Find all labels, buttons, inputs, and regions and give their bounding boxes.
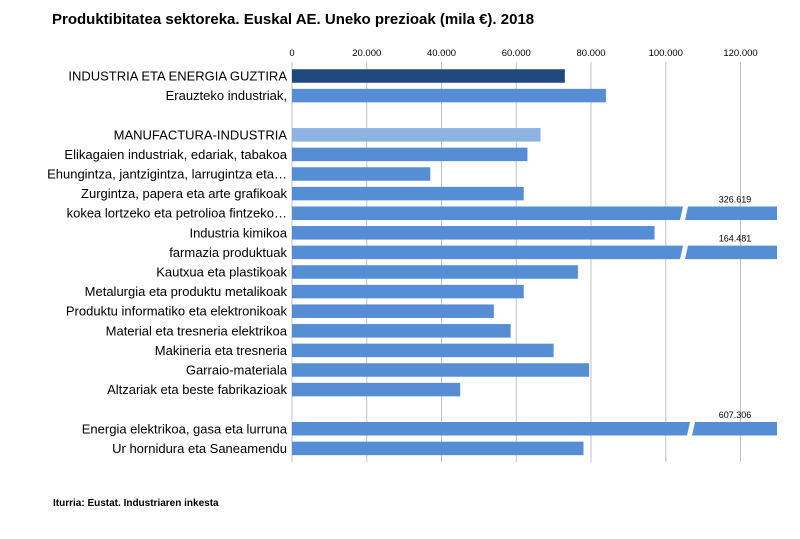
category-label: Kautxua eta plastikoak — [156, 265, 287, 280]
category-label: Ur hornidura eta Saneamendu — [112, 441, 287, 456]
x-tick-label: 80.000 — [576, 48, 605, 59]
bar-overflow — [692, 422, 777, 436]
bar — [292, 147, 528, 162]
bar — [292, 88, 606, 103]
bar — [292, 226, 655, 240]
category-label: Elikagaien industriak, edariak, tabakoa — [64, 147, 287, 162]
bar — [292, 441, 584, 456]
x-axis-ticks: 0 20.000 40.000 60.000 80.000 100.000 120.000 — [289, 48, 757, 59]
bar — [292, 167, 431, 181]
data-label: 326.619 — [719, 194, 752, 204]
bar — [292, 186, 524, 201]
bar — [292, 363, 590, 377]
data-labels: 326.619 164.481 607.306 — [719, 194, 752, 420]
category-label: MANUFACTURA-INDUSTRIA — [114, 127, 288, 142]
category-label: Industria kimikoa — [189, 225, 287, 240]
bar — [292, 265, 578, 279]
x-tick-label: 120.000 — [723, 48, 757, 59]
gridlines — [291, 62, 741, 462]
x-tick-label: 0 — [289, 48, 294, 59]
category-label: Erauzteko industriak, — [166, 88, 287, 103]
bar — [292, 382, 461, 397]
category-label: Garraio-materiala — [186, 363, 288, 378]
category-label: Makineria eta tresneria — [155, 343, 288, 358]
chart-title: Produktibitatea sektoreka. Euskal AE. Un… — [52, 11, 535, 28]
category-label: Produktu informatiko eta elektronikoak — [66, 304, 288, 319]
bar — [292, 128, 541, 142]
bar — [292, 343, 554, 358]
category-label: Ehungintza, jantzigintza, larrugintza et… — [47, 167, 287, 182]
category-label: INDUSTRIA ETA ENERGIA GUZTIRA — [68, 69, 287, 84]
category-label: Metalurgia eta produktu metalikoak — [85, 284, 288, 299]
bar — [292, 422, 690, 436]
x-tick-label: 20.000 — [352, 48, 381, 59]
bar — [292, 304, 494, 318]
bar — [292, 245, 683, 260]
category-label: farmazia produktuak — [169, 245, 287, 260]
bar — [292, 69, 565, 83]
source-note: Iturria: Eustat. Industriaren inkesta — [53, 498, 219, 509]
bar-overflow — [685, 206, 777, 220]
category-labels: INDUSTRIA ETA ENERGIA GUZTIRA Erauzteko i… — [47, 69, 288, 456]
x-tick-label: 40.000 — [427, 48, 456, 59]
data-label: 607.306 — [719, 410, 752, 420]
category-label: Material eta tresneria elektrikoa — [106, 323, 288, 338]
bar — [292, 324, 511, 338]
category-label: kokea lortzeko eta petrolioa fintzeko… — [67, 206, 287, 221]
data-label: 164.481 — [719, 234, 752, 244]
category-label: Zurgintza, papera eta arte grafikoak — [81, 186, 287, 201]
bars — [292, 69, 777, 456]
bar — [292, 284, 524, 299]
x-tick-label: 60.000 — [502, 48, 531, 59]
bar-overflow — [685, 245, 777, 260]
category-label: Energia elektrikoa, gasa eta lurruna — [82, 421, 288, 436]
bar — [292, 206, 683, 220]
x-tick-label: 100.000 — [649, 48, 683, 59]
category-label: Altzariak eta beste fabrikazioak — [107, 382, 287, 397]
